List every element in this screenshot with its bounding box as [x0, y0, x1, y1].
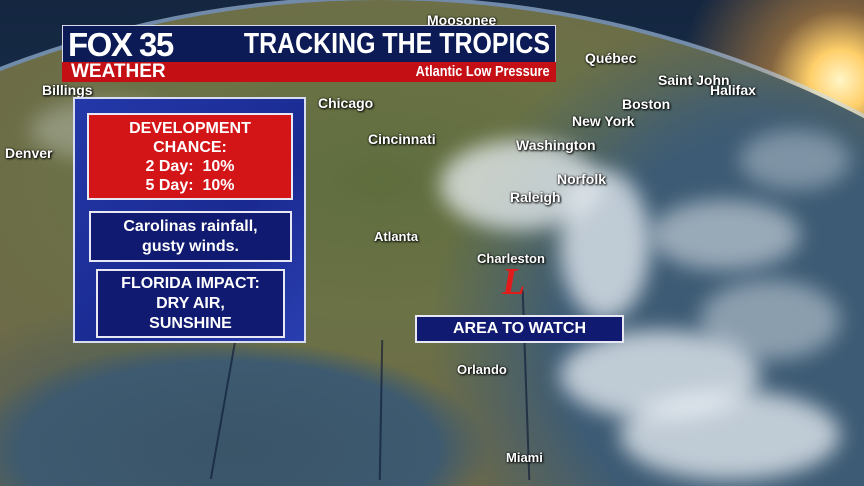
- city-label: Denver: [5, 145, 53, 161]
- florida-impact-box: FLORIDA IMPACT: DRY AIR, SUNSHINE: [96, 269, 285, 338]
- city-label: Moosonee: [427, 12, 497, 28]
- banner-subtitle: Atlantic Low Pressure: [416, 63, 550, 80]
- city-label: Halifax: [710, 82, 756, 98]
- city-label: New York: [572, 113, 635, 129]
- city-label: Québec: [585, 50, 637, 66]
- city-label: Billings: [42, 82, 93, 98]
- low-pressure-symbol: L: [502, 261, 526, 303]
- city-label: Orlando: [457, 362, 507, 377]
- city-label: Chicago: [318, 95, 374, 111]
- area-to-watch-label: AREA TO WATCH: [415, 315, 624, 343]
- city-label: Raleigh: [510, 189, 561, 205]
- brand-label: WEATHER: [71, 62, 166, 82]
- city-label: Miami: [506, 450, 543, 465]
- title-banner: FOX 35 TRACKING THE TROPICS WEATHER Atla…: [62, 25, 556, 82]
- city-label: Washington: [516, 137, 596, 153]
- five-day-chance: 5 Day: 10%: [145, 176, 235, 194]
- rainfall-box: Carolinas rainfall, gusty winds.: [89, 211, 292, 262]
- florida-text: DRY AIR,: [156, 294, 225, 312]
- info-panel: DEVELOPMENT CHANCE: 2 Day: 10% 5 Day: 10…: [73, 97, 306, 343]
- city-label: Charleston: [477, 251, 545, 266]
- city-label: Boston: [622, 96, 671, 112]
- development-chance-box: DEVELOPMENT CHANCE: 2 Day: 10% 5 Day: 10…: [87, 113, 293, 200]
- development-heading-2: CHANCE:: [153, 138, 227, 156]
- two-day-chance: 2 Day: 10%: [145, 157, 235, 175]
- city-label: Norfolk: [557, 171, 606, 187]
- banner-title: TRACKING THE TROPICS: [243, 28, 550, 60]
- banner-bottom: WEATHER Atlantic Low Pressure: [62, 62, 556, 82]
- banner-top: FOX 35 TRACKING THE TROPICS: [62, 25, 556, 62]
- rainfall-text-2: gusty winds.: [142, 237, 239, 255]
- development-heading: DEVELOPMENT: [129, 119, 251, 137]
- city-label: Atlanta: [374, 229, 419, 244]
- city-label: Cincinnati: [368, 131, 436, 147]
- florida-heading: FLORIDA IMPACT:: [121, 274, 260, 292]
- rainfall-text: Carolinas rainfall,: [123, 217, 258, 235]
- city-label: Saint John: [658, 72, 730, 88]
- florida-text-2: SUNSHINE: [149, 314, 232, 332]
- station-logo: FOX 35: [68, 26, 174, 62]
